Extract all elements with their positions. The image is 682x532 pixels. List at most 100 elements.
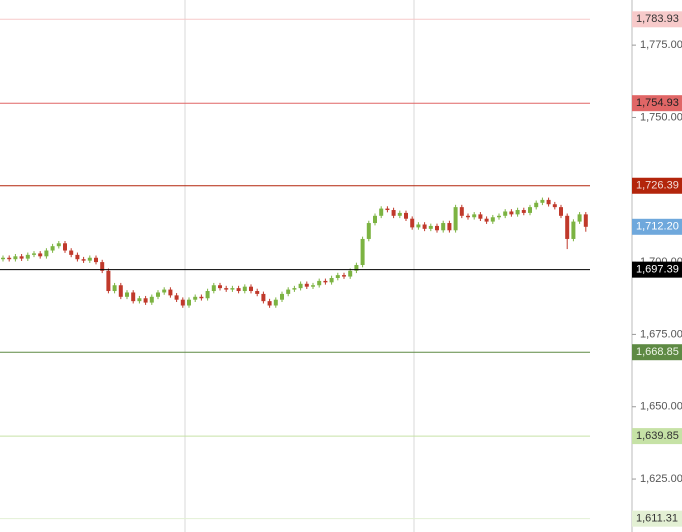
candle-body [435, 225, 439, 231]
y-tick-label: 1,675.00 [640, 328, 682, 340]
candle-body [255, 291, 260, 294]
candle-body [81, 259, 86, 261]
candle-body [118, 285, 123, 297]
candle-body [478, 214, 483, 219]
candle-body [503, 211, 508, 216]
candle-body [94, 257, 98, 263]
candle-body [112, 285, 117, 292]
candle-body [329, 278, 334, 283]
candle-body [416, 224, 421, 228]
candle-body [38, 253, 43, 257]
candle-body [273, 299, 278, 306]
candle-body [25, 254, 30, 259]
level-box [632, 261, 682, 278]
candle-body [317, 280, 322, 286]
candle-body [286, 289, 291, 294]
candle-body [242, 286, 247, 292]
level-box [632, 95, 682, 112]
candle-body [453, 207, 458, 231]
candle-body [292, 288, 297, 290]
candle-body [261, 293, 266, 302]
candle-body [422, 224, 427, 229]
level-box [632, 11, 682, 28]
candle-body [187, 299, 191, 306]
y-tick-label: 1,625.00 [640, 473, 682, 485]
candle-body [515, 210, 520, 215]
candle-body [521, 210, 526, 213]
candle-body [106, 270, 111, 292]
candle-body [156, 292, 160, 297]
candle-body [280, 293, 284, 300]
y-tick-label: 1,750.00 [640, 111, 682, 123]
candle-body [366, 223, 371, 239]
candle-body [193, 296, 198, 300]
candle-body [69, 250, 74, 255]
level-label: 1,611.31 [636, 513, 678, 525]
candle-body [342, 275, 346, 277]
candle-body [205, 291, 210, 299]
candle-body [528, 207, 532, 213]
candle-body [497, 215, 501, 218]
candle-body [385, 208, 390, 211]
candle-body [50, 246, 55, 251]
candle-body [137, 298, 142, 302]
candle-body [441, 223, 446, 231]
candle-body [404, 212, 408, 219]
candle-body [63, 243, 67, 251]
candle-body [534, 202, 539, 208]
candle-body [180, 299, 185, 306]
candle-body [56, 243, 61, 247]
candle-body [540, 199, 545, 203]
candle-body [459, 207, 464, 216]
candle-body [211, 285, 216, 292]
level-box [632, 344, 682, 361]
candle-body [100, 262, 105, 271]
candle-body [1, 257, 5, 260]
level-label: 1,668.85 [636, 346, 679, 358]
candle-body [447, 223, 452, 231]
candle-body [13, 256, 18, 260]
candle-body [249, 286, 253, 292]
candle-body [224, 288, 229, 290]
candle-body [391, 210, 396, 216]
candle-body [143, 298, 148, 303]
candle-body [472, 214, 477, 218]
candle-body [354, 264, 359, 271]
level-label: 1,754.93 [636, 97, 679, 109]
level-box [632, 510, 682, 527]
candle-body [335, 275, 340, 279]
candle-body [162, 289, 167, 293]
y-tick-label: 1,650.00 [640, 401, 682, 413]
candle-body [348, 270, 353, 277]
candle-body [565, 215, 570, 239]
candle-body [44, 250, 49, 257]
candle-body [577, 214, 582, 222]
candle-body [360, 238, 365, 265]
candle-body [298, 283, 303, 289]
level-box [632, 428, 682, 445]
level-label: 1,726.39 [636, 180, 679, 192]
last-price-box [632, 218, 682, 235]
candle-body [373, 215, 377, 224]
level-label: 1,697.39 [636, 264, 679, 276]
candle-body [131, 292, 136, 302]
last-price-label: 1,712.20 [636, 221, 679, 233]
candle-body [174, 295, 179, 300]
candle-body [267, 301, 272, 306]
candle-body [379, 208, 384, 216]
candle-body [168, 289, 173, 296]
candle-body [509, 211, 514, 215]
candle-body [19, 256, 24, 259]
level-label: 1,639.85 [636, 430, 679, 442]
candle-body [230, 288, 235, 290]
candle-body [125, 292, 129, 297]
candle-body [7, 257, 12, 260]
candle-body [428, 225, 433, 229]
candle-body [552, 204, 557, 208]
candle-body [304, 283, 309, 287]
candle-body [484, 218, 489, 222]
candle-body [87, 257, 92, 261]
candle-body [571, 221, 576, 239]
